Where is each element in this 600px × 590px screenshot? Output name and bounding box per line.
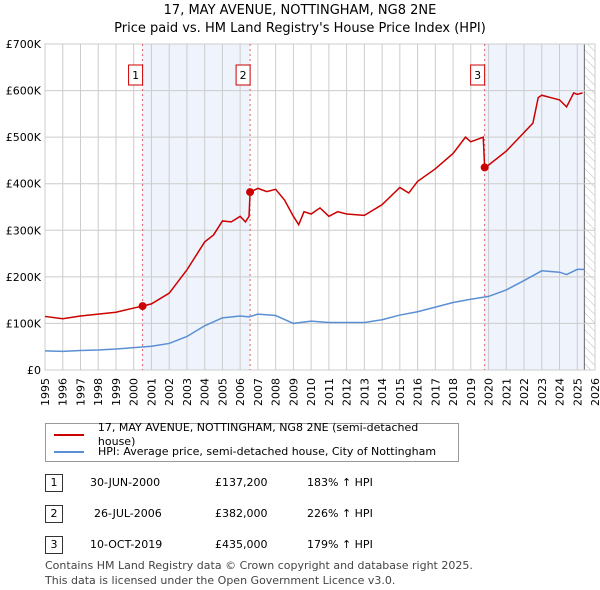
sale-marker-box (235, 64, 251, 86)
sale-marker-label: 1 (132, 69, 139, 82)
sale-point (246, 188, 255, 197)
series-line (44, 91, 583, 320)
x-tick-label: 2001 (145, 378, 158, 406)
x-tick-label: 2013 (358, 378, 371, 406)
x-tick-label: 2023 (536, 378, 549, 406)
forecast-hatch (584, 44, 595, 370)
chart-title: 17, MAY AVENUE, NOTTINGHAM, NG8 2NE (163, 3, 437, 18)
y-tick-label: £100K (6, 317, 42, 330)
footer-licence: This data is licensed under the Open Gov… (45, 574, 396, 587)
y-tick-label: £200K (6, 271, 42, 284)
legend-label: 17, MAY AVENUE, NOTTINGHAM, NG8 2NE (sem… (97, 421, 419, 448)
plot-frame (44, 43, 596, 371)
x-tick-label: 2020 (483, 378, 496, 406)
x-tick-label: 1998 (92, 378, 105, 406)
sale-marker-label: 3 (474, 69, 481, 82)
x-tick-label: 2015 (394, 378, 407, 406)
sale-number: 1 (45, 474, 63, 492)
sale-marker-label: 2 (240, 69, 247, 82)
legend-label: HPI: Average price, semi-detached house,… (98, 445, 437, 458)
x-tick-label: 2025 (571, 378, 584, 406)
legend-item-property: 17, MAY AVENUE, NOTTINGHAM, NG8 2NE (sem… (54, 421, 458, 448)
sale-hpi: 183% ↑ HPI (307, 476, 373, 489)
x-tick-label: 2000 (128, 378, 141, 406)
sale-hpi: 179% ↑ HPI (307, 538, 373, 551)
sale-point (138, 302, 147, 311)
x-tick-label: 2005 (216, 378, 229, 406)
table-row: 3 10-OCT-2019 £435,000 179% ↑ HPI (45, 536, 595, 554)
legend-swatch-red (54, 434, 84, 436)
x-tick-label: 2012 (341, 378, 354, 406)
sale-price: £382,000 (215, 507, 268, 520)
x-tick-label: 2003 (181, 378, 194, 406)
x-tick-label: 2004 (199, 378, 212, 406)
sale-marker-box (128, 64, 144, 86)
y-tick-label: £700K (6, 38, 42, 51)
x-tick-label: 2006 (234, 378, 247, 406)
y-tick-label: £400K (6, 178, 42, 191)
shaded-range (484, 44, 585, 370)
x-tick-label: 2002 (163, 378, 176, 406)
x-tick-label: 1995 (39, 378, 52, 406)
series-line (44, 268, 585, 353)
footer: Contains HM Land Registry data © Crown c… (45, 558, 473, 588)
sale-date: 10-OCT-2019 (90, 538, 163, 551)
chart-subtitle: Price paid vs. HM Land Registry's House … (114, 21, 486, 36)
x-tick-label: 2016 (412, 378, 425, 406)
x-tick-label: 2017 (429, 378, 442, 406)
x-tick-label: 1997 (74, 378, 87, 406)
price-chart: 1995 1996 1997 1998 1999 2000 2001 2002 2003 2004… (6, 38, 600, 406)
sale-hpi: 226% ↑ HPI (307, 507, 373, 520)
x-tick-label: 2018 (447, 378, 460, 406)
y-tick-label: £0 (27, 364, 41, 377)
legend-item-hpi: HPI: Average price, semi-detached house,… (54, 445, 436, 459)
shaded-range (142, 44, 251, 370)
table-row: 1 30-JUN-2000 £137,200 183% ↑ HPI (45, 474, 595, 492)
sale-marker-box (470, 64, 486, 86)
sale-date: 30-JUN-2000 (90, 476, 161, 489)
legend-swatch-blue (54, 451, 84, 453)
x-tick-label: 2008 (270, 378, 283, 406)
legend: 17, MAY AVENUE, NOTTINGHAM, NG8 2NE (sem… (45, 421, 459, 462)
sale-price: £137,200 (215, 476, 268, 489)
x-tick-label: 1999 (110, 378, 123, 406)
sale-number: 3 (45, 536, 63, 554)
x-tick-label: 1996 (57, 378, 70, 406)
x-tick-label: 2022 (518, 378, 531, 406)
x-tick-label: 2019 (465, 378, 478, 406)
sale-number: 2 (45, 505, 63, 523)
sale-point (480, 163, 489, 172)
sale-price: £435,000 (215, 538, 268, 551)
x-tick-label: 2007 (252, 378, 265, 406)
sale-date: 26-JUL-2006 (94, 507, 162, 520)
y-tick-label: £500K (6, 131, 42, 144)
x-tick-label: 2026 (589, 378, 600, 406)
x-tick-label: 2011 (323, 378, 336, 406)
table-row: 2 26-JUL-2006 £382,000 226% ↑ HPI (45, 505, 595, 523)
footer-copyright: Contains HM Land Registry data © Crown c… (45, 559, 473, 572)
y-tick-label: £600K (6, 85, 42, 98)
x-tick-label: 2014 (376, 378, 389, 406)
x-tick-label: 2010 (305, 378, 318, 406)
y-tick-label: £300K (6, 224, 42, 237)
x-tick-label: 2021 (500, 378, 513, 406)
x-tick-label: 2009 (287, 378, 300, 406)
x-tick-label: 2024 (554, 378, 567, 406)
